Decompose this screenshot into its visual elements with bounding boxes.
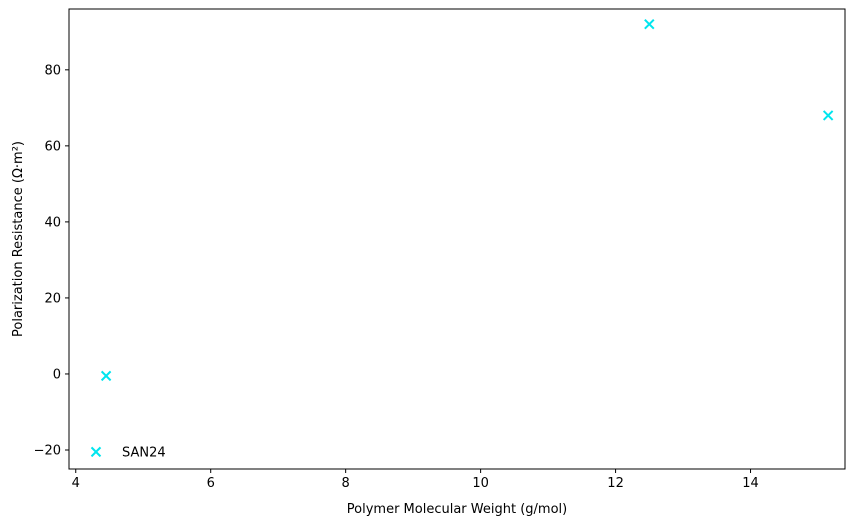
ticks-layer: 4 6 8 10 12 14 −20 0 20 40 60 80: [34, 63, 759, 491]
point-annotation: SAN24: [122, 445, 166, 460]
y-axis-label: Polarization Resistance (Ω·m²): [11, 141, 26, 337]
y-tick-label: 60: [44, 139, 61, 154]
data-point: [822, 110, 834, 121]
y-tick-label: 80: [44, 63, 61, 78]
y-tick-label: 20: [44, 291, 61, 306]
data-point: [100, 370, 112, 382]
y-tick-label: −20: [34, 443, 61, 458]
data-point: [644, 18, 655, 30]
x-tick-label: 10: [472, 476, 489, 491]
y-tick-label: 40: [44, 215, 61, 230]
data-point: [90, 446, 102, 458]
x-tick-label: 6: [207, 476, 215, 491]
x-tick-label: 8: [342, 476, 350, 491]
x-tick-label: 12: [607, 476, 624, 491]
plot-frame: [68, 8, 846, 470]
x-axis-label: Polymer Molecular Weight (g/mol): [347, 502, 567, 517]
marks-layer: SAN24: [90, 18, 834, 460]
x-tick-label: 4: [72, 476, 80, 491]
x-tick-label: 14: [742, 476, 759, 491]
y-tick-label: 0: [53, 367, 61, 382]
